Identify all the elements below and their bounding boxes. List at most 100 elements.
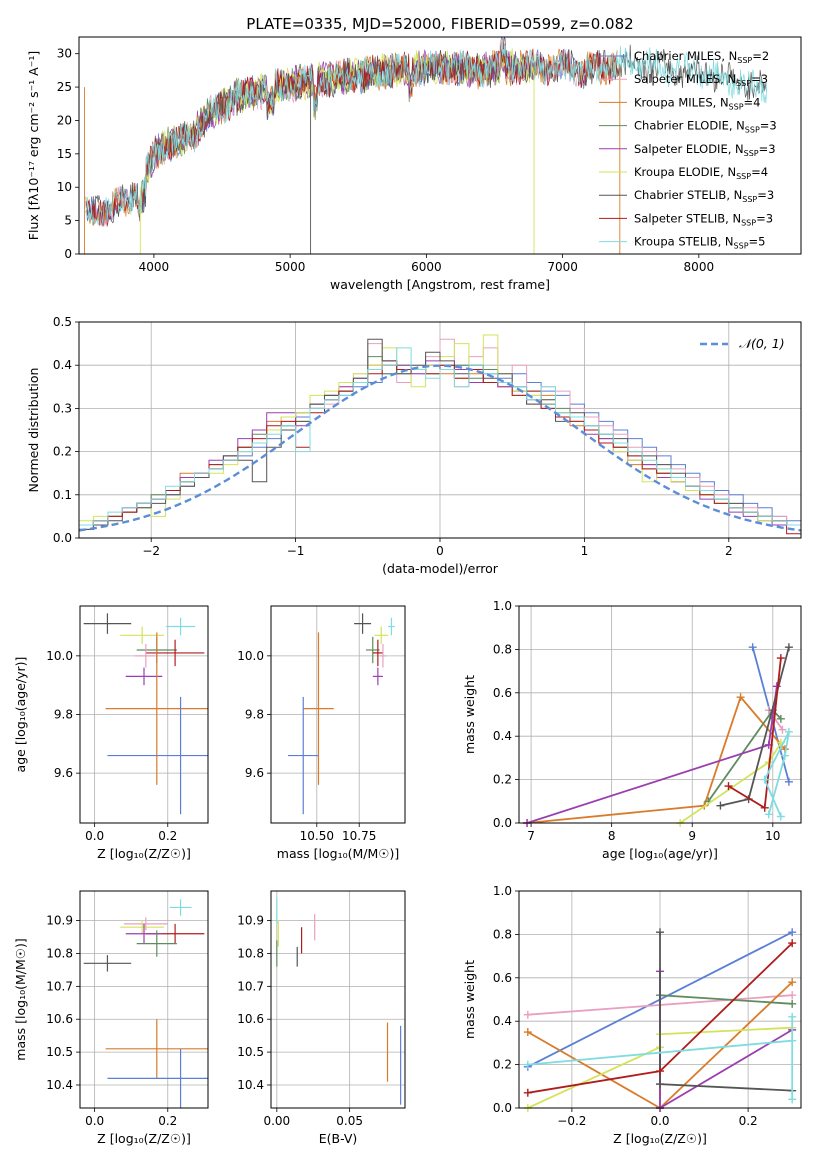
y-axis-label: Flux [fλ10⁻¹⁷ erg cm⁻² s⁻¹ A⁻¹]: [26, 51, 41, 240]
y-tick-label: 0: [64, 247, 72, 261]
x-tick-label: 0: [436, 544, 444, 558]
axes-frame: [78, 321, 802, 539]
plots-layer: 4000 5000 6000 7000 8000051015202530waveleng…: [13, 36, 802, 1146]
y-tick-label: 0.6: [493, 971, 512, 985]
y-tick-label: 0.4: [493, 729, 512, 743]
weight-marker: [656, 1080, 664, 1089]
legend-label: Chabrier STELIB, NSSP=3: [634, 188, 774, 204]
x-tick-label: 1: [581, 544, 589, 558]
x-tick-label: 0.2: [739, 1114, 758, 1128]
x-axis-label: age [log₁₀(age/yr)]: [602, 846, 718, 861]
x-axis-label: wavelength [Angstrom, rest frame]: [330, 277, 550, 292]
x-tick-label: 10.75: [342, 829, 376, 843]
y-tick-label: 0.2: [493, 773, 512, 787]
y-tick-label: 0.2: [53, 445, 72, 459]
weight-marker: [784, 777, 793, 786]
x-tick-label: 7000: [547, 260, 578, 274]
weight-marker: [776, 714, 785, 723]
y-tick-label: 9.6: [54, 766, 73, 780]
x-tick-label: 0.00: [263, 1114, 290, 1128]
y-tick-label: 5: [64, 214, 72, 228]
x-axis-label: E(B-V): [319, 1131, 358, 1146]
weight-marker: [736, 693, 745, 702]
x-tick-label: −2: [142, 544, 160, 558]
weight-marker: [523, 1088, 532, 1097]
y-tick-label: 15: [57, 147, 72, 161]
normal-legend-label: 𝒩(0, 1): [739, 336, 785, 351]
y-tick-label: 0.2: [493, 1058, 512, 1072]
y-tick-label: 10.6: [46, 1012, 73, 1026]
x-tick-label: 0.2: [158, 829, 177, 843]
x-tick-label: 2: [725, 544, 733, 558]
y-tick-label: 10.5: [46, 1045, 73, 1059]
y-tick-label: 0.3: [53, 401, 72, 415]
residuals-panel: −2 −1 0 1 2 0.0 0.1 0.2 0.3 0.4 0.5 (data-model)/er…: [26, 315, 802, 576]
spectrum-panel: 4000 5000 6000 7000 8000 0 5 10 15 20 25 30 waveleng…: [26, 36, 802, 292]
weight-marker: [523, 1010, 532, 1019]
x-tick-label: 0.0: [85, 829, 104, 843]
y-tick-label: 0.0: [493, 816, 512, 830]
weight-marker: [784, 643, 793, 652]
spectrum-line: [85, 43, 618, 227]
age_vs_mass-panel: 10.50 10.75 9.6 9.8 10.0 mass [log₁₀(M/M☉)]: [237, 605, 406, 861]
legend-label: Kroupa MILES, NSSP=4: [634, 95, 760, 111]
weight-line: [527, 695, 786, 823]
weight-marker: [788, 1036, 797, 1045]
y-tick-label: 20: [57, 113, 72, 127]
weight-marker: [764, 810, 773, 819]
x-axis-label: mass [log₁₀(M/M☉)]: [277, 846, 399, 861]
y-tick-label: 10.0: [46, 649, 73, 663]
weight-line: [526, 686, 778, 823]
weight-marker: [778, 725, 787, 734]
age_vs_Z-panel: 0.0 0.2 9.6 9.8 10.0 Z [log₁₀(Z/Z☉)] age [log₁…: [13, 605, 209, 861]
y-tick-label: 10.9: [237, 914, 264, 928]
axes-frame: [270, 605, 406, 824]
x-tick-label: 8000: [684, 260, 715, 274]
y-tick-label: 0.0: [493, 1101, 512, 1115]
y-tick-label: 9.8: [245, 708, 264, 722]
y-tick-label: 0.1: [53, 488, 72, 502]
axes-frame: [79, 890, 209, 1109]
x-tick-label: 6000: [411, 260, 442, 274]
spectrum-line: [85, 42, 768, 227]
weight-marker: [656, 1067, 664, 1076]
weight-marker: [760, 775, 769, 784]
y-tick-label: 10.8: [237, 946, 264, 960]
weight-marker: [523, 1060, 532, 1069]
y-tick-label: 10.0: [237, 649, 264, 663]
x-axis-label: Z [log₁₀(Z/Z☉)]: [97, 846, 191, 861]
weight-marker: [656, 928, 664, 937]
mass_vs_ebv-panel: 0.00 0.05 10.4 10.5 10.6 10.7 10.8 10.9 E(B-V): [237, 890, 406, 1146]
y-tick-label: 10.7: [237, 979, 264, 993]
weight-marker: [724, 782, 733, 791]
weight-marker: [776, 812, 785, 821]
y-tick-label: 10.9: [46, 914, 73, 928]
weight-marker: [788, 1012, 797, 1021]
x-tick-label: 0.2: [158, 1114, 177, 1128]
x-tick-label: −1: [287, 544, 305, 558]
y-tick-label: 0.8: [493, 642, 512, 656]
weight-marker: [788, 939, 797, 948]
y-tick-label: 0.5: [53, 315, 72, 329]
y-tick-label: 10.4: [237, 1078, 264, 1092]
weight-marker: [716, 801, 725, 810]
legend-label: Salpeter STELIB, NSSP=3: [634, 211, 773, 227]
axes-frame: [270, 890, 406, 1109]
legend-label: Salpeter MILES, NSSP=3: [634, 72, 768, 88]
x-tick-label: 0.0: [85, 1114, 104, 1128]
y-tick-label: 10.5: [237, 1045, 264, 1059]
legend-label: Salpeter ELODIE, NSSP=3: [634, 142, 776, 158]
spectrum-line: [85, 37, 768, 224]
mass_vs_Z-panel: 0.0 0.2 10.4 10.5 10.6 10.7 10.8 10.9 Z [log₁₀(Z…: [13, 890, 209, 1146]
normal-curve: [78, 364, 802, 532]
x-tick-label: 0.0: [650, 1114, 669, 1128]
legend-label: Kroupa ELODIE, NSSP=4: [634, 165, 768, 181]
y-tick-label: 9.8: [54, 708, 73, 722]
y-tick-label: 10.7: [46, 979, 73, 993]
y-tick-label: 0.0: [53, 531, 72, 545]
axes-frame: [79, 605, 209, 824]
y-tick-label: 9.6: [245, 766, 264, 780]
residual-histogram: [79, 347, 801, 530]
y-axis-label: age [log₁₀(age/yr)]: [13, 657, 28, 773]
